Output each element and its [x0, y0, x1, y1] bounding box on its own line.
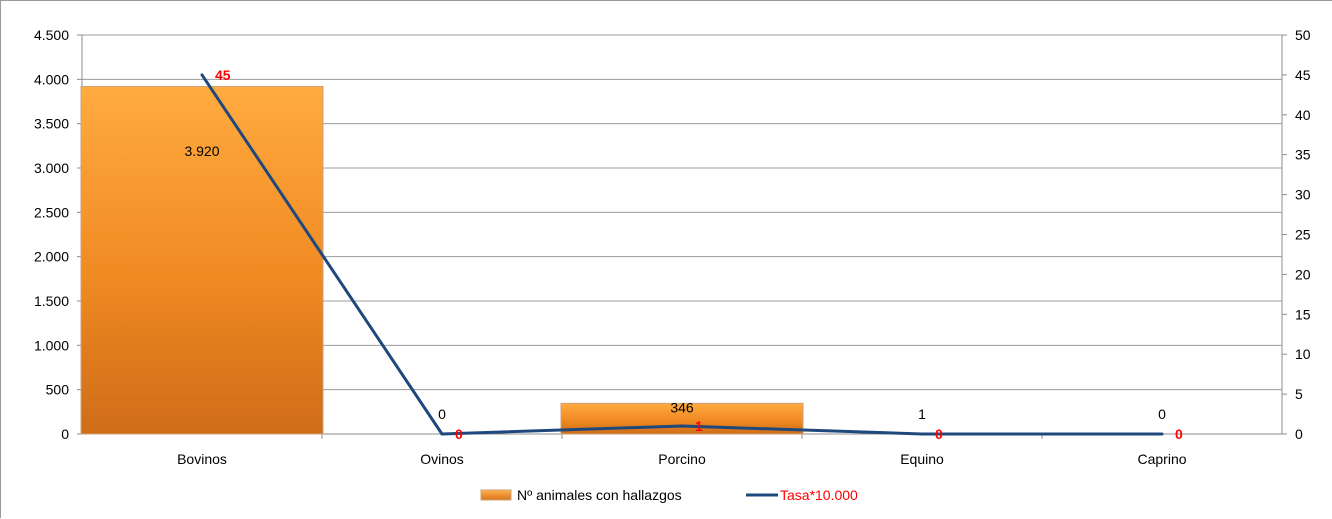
y-right-tick-label: 0 — [1295, 426, 1303, 442]
y-right-tick-label: 25 — [1295, 227, 1311, 243]
y-right-tick-label: 45 — [1295, 67, 1311, 83]
x-category-label: Caprino — [1137, 451, 1186, 467]
bar-data-label: 0 — [1158, 406, 1166, 422]
line-data-label: 0 — [1175, 426, 1183, 442]
line-data-label: 0 — [455, 426, 463, 442]
line-point — [200, 73, 204, 77]
tasa-line — [200, 74, 1162, 436]
line-data-label: 45 — [215, 67, 231, 83]
y-left-tick-label: 1.000 — [34, 337, 69, 353]
line-series — [200, 73, 1164, 436]
y-left-tick-label: 3.500 — [34, 116, 69, 132]
line-point — [1160, 432, 1164, 436]
y-right-tick-label: 10 — [1295, 346, 1311, 362]
y-right-tick-label: 30 — [1295, 187, 1311, 203]
y-left-tick-label: 2.000 — [34, 249, 69, 265]
y-right-tick-label: 50 — [1295, 27, 1311, 43]
y-left-tick-label: 4.500 — [34, 27, 69, 43]
legend-bar-swatch — [480, 489, 512, 501]
y-right-tick-label: 20 — [1295, 266, 1311, 282]
line-data-label: 1 — [695, 418, 703, 434]
y-left-tick-label: 1.500 — [34, 293, 69, 309]
y-left-tick-label: 4.000 — [34, 71, 69, 87]
y-left-tick-label: 2.500 — [34, 204, 69, 220]
line-data-label: 0 — [935, 426, 943, 442]
line-point — [680, 424, 684, 428]
y-right-tick-label: 40 — [1295, 107, 1311, 123]
y-left-tick-label: 500 — [46, 382, 70, 398]
x-category-label: Ovinos — [420, 451, 464, 467]
legend: Nº animales con hallazgos Tasa*10.000 — [480, 487, 858, 503]
y-left-tick-label: 0 — [61, 426, 69, 442]
legend-bar-label: Nº animales con hallazgos — [517, 487, 682, 503]
y-left-tick-label: 3.000 — [34, 160, 69, 176]
line-point — [440, 432, 444, 436]
x-category-label: Equino — [900, 451, 944, 467]
bar-data-label: 1 — [918, 406, 926, 422]
bar — [80, 85, 324, 435]
y-right-tick-label: 5 — [1295, 386, 1303, 402]
bar-data-label: 346 — [670, 399, 694, 415]
bar-data-label: 3.920 — [184, 143, 219, 159]
line-point — [920, 432, 924, 436]
x-category-label: Bovinos — [177, 451, 227, 467]
x-category-label: Porcino — [658, 451, 706, 467]
bar-series — [80, 85, 804, 435]
y-right-tick-label: 35 — [1295, 147, 1311, 163]
y-right-tick-label: 15 — [1295, 306, 1311, 322]
bar-data-label: 0 — [438, 406, 446, 422]
legend-line-label: Tasa*10.000 — [780, 487, 858, 503]
